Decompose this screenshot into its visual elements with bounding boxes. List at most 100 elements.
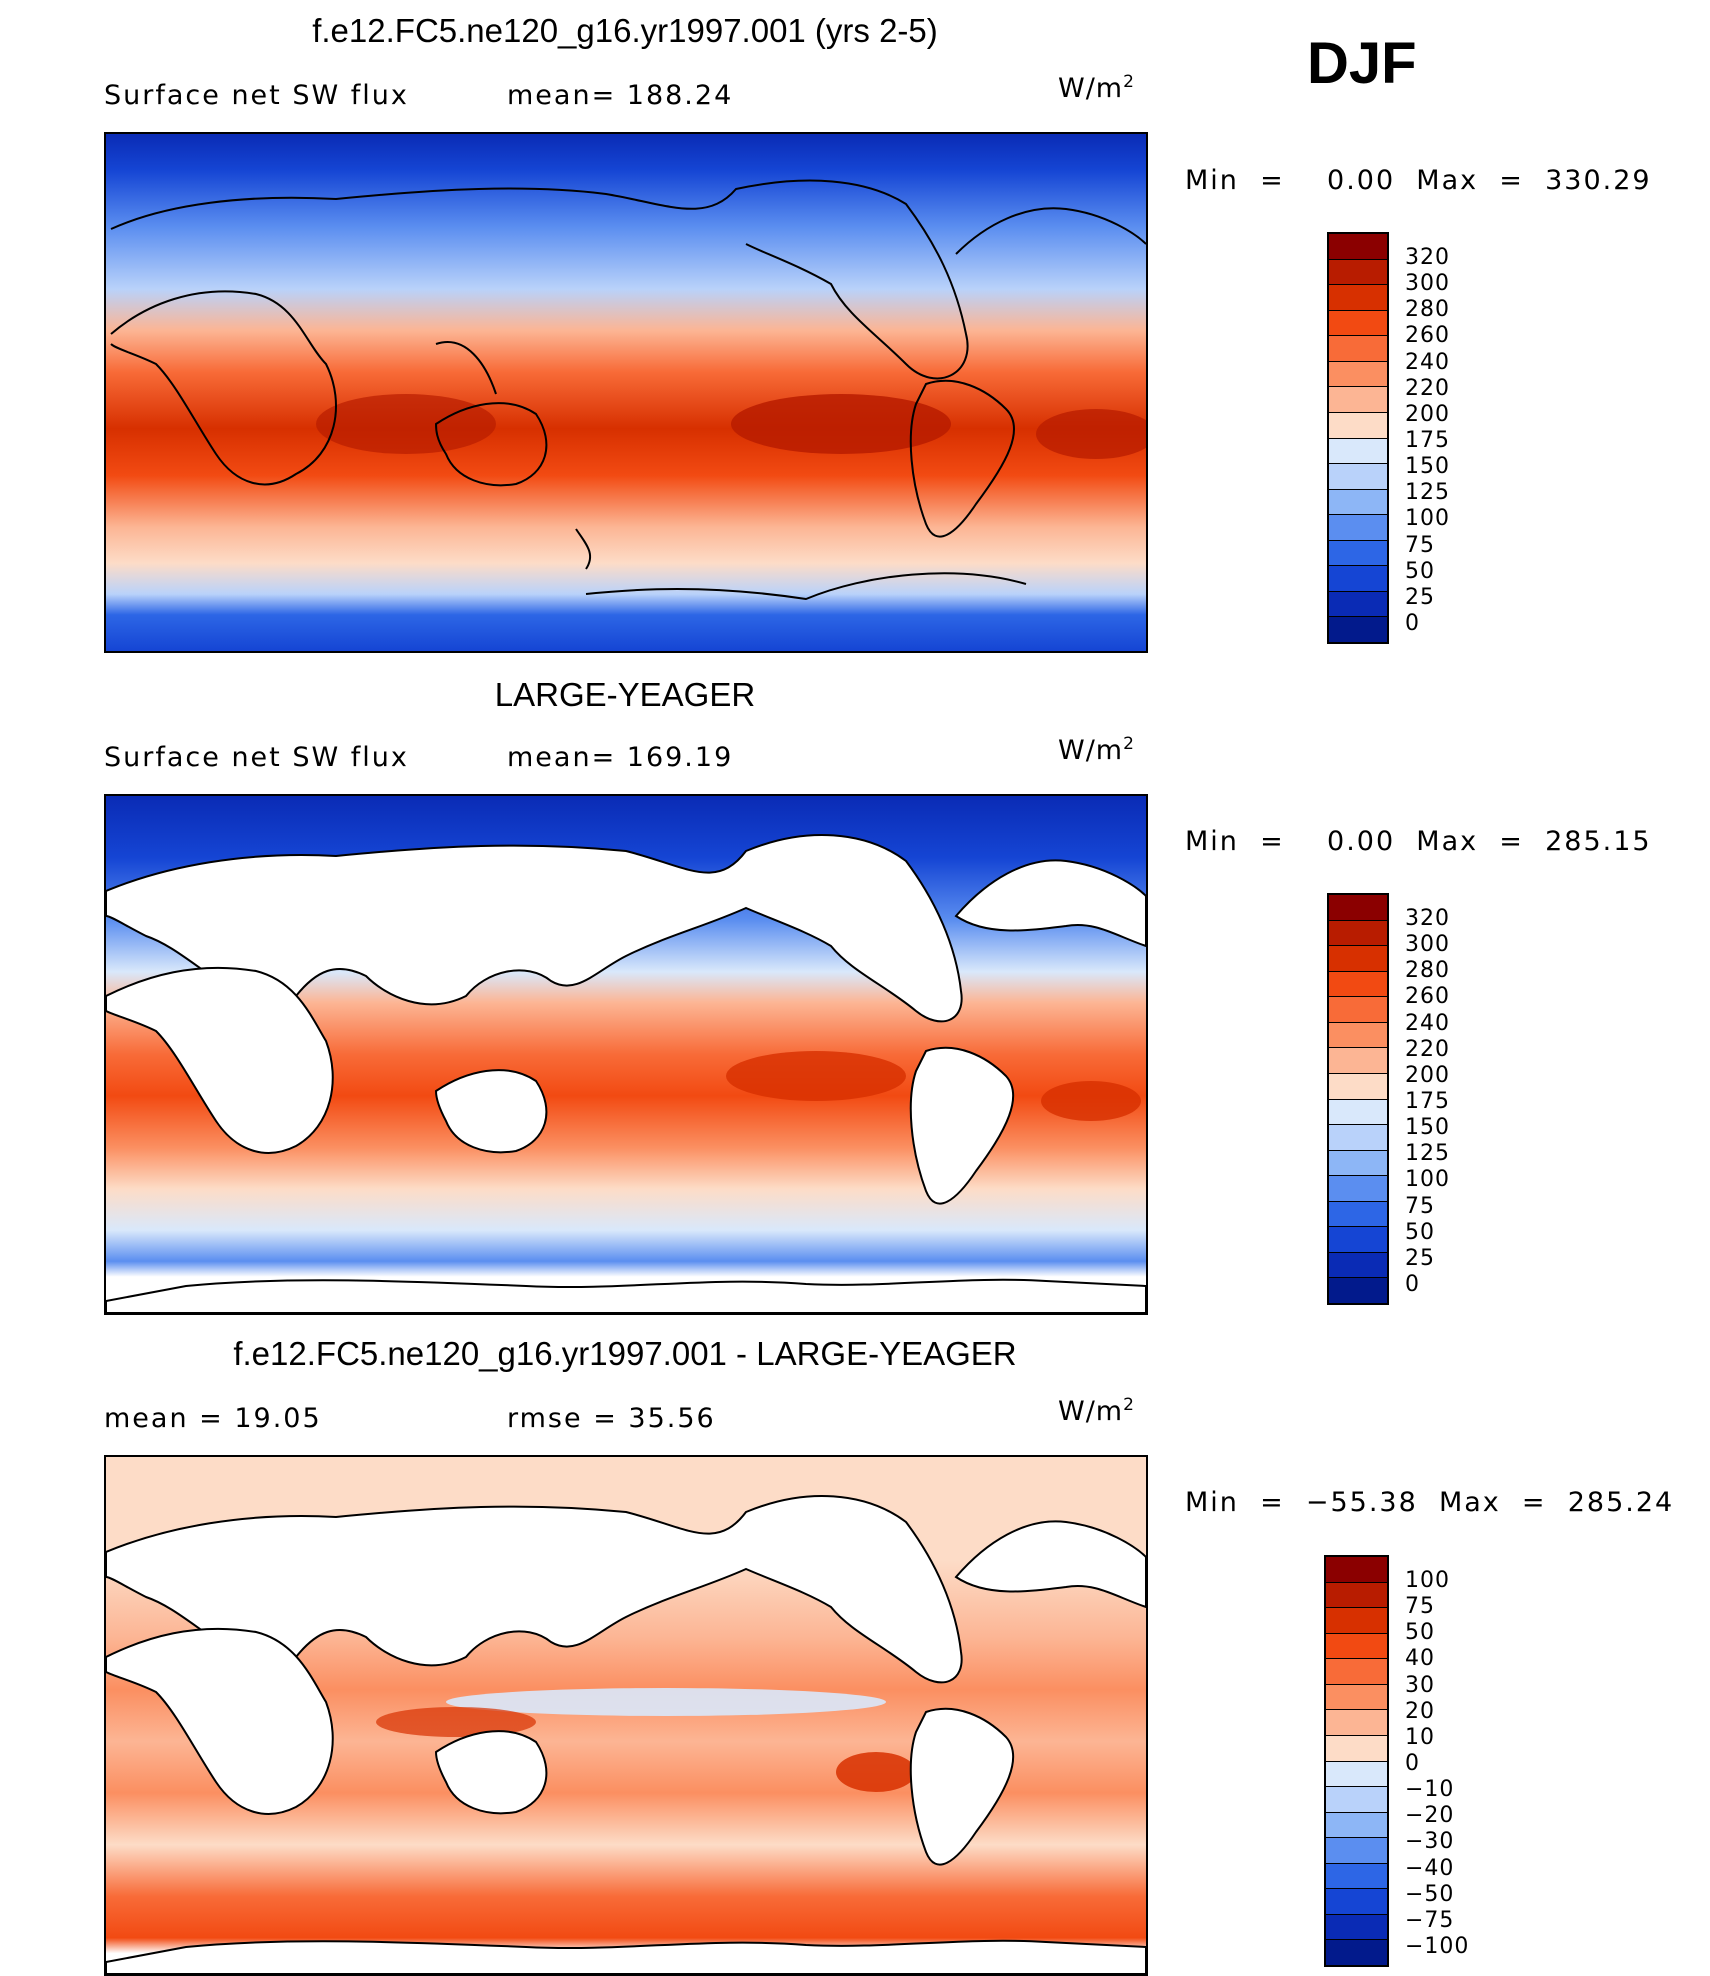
colorbar-3-swatch [1326,1787,1387,1813]
panel-1-field [106,134,1146,651]
colorbar-3-tick-label: −100 [1405,1933,1470,1959]
panel-1-colorbar-labels: 320 300 280 260 240 220 200 175 150 125 100 75 50 25 0 [1405,247,1450,635]
colorbar-2-tick-label: 25 [1405,1245,1435,1271]
panel-3-title: f.e12.FC5.ne120_g16.yr1997.001 - LARGE-Y… [233,1335,1017,1372]
panel-3-max-pacific [836,1752,916,1792]
colorbar-1-tick-label: 50 [1405,558,1435,584]
panel-3-colorbar-labels: 100 75 50 40 30 20 10 0 −10 −20 −30 −40 −50 −75 −100 [1405,1570,1469,1958]
colorbar-2-swatch [1329,1227,1387,1253]
colorbar-3-swatch [1326,1940,1387,1965]
panel-3-mean: mean = 19.05 [104,1403,322,1434]
panel-1-max-atlantic [1036,409,1146,459]
colorbar-1-swatch [1329,591,1387,618]
panel-3-negative-band [446,1688,886,1716]
panel-2-max-atlantic [1041,1081,1141,1121]
panel-3-max-maritime [376,1707,536,1737]
panel-1-mean: mean= 188.24 [507,80,734,111]
panel-1-max-pacific [731,394,951,454]
panel-3-land [106,1494,1146,1974]
colorbar-1-tick-label: 100 [1405,506,1450,532]
panel-2-max-pacific [726,1051,906,1101]
panel-1-variable: Surface net SW flux [104,80,409,111]
colorbar-1-swatch [1329,489,1387,516]
colorbar-2-tick-label: 100 [1405,1167,1450,1193]
panel-2-title: LARGE-YEAGER [494,676,756,713]
panel-1-map [104,132,1148,653]
panel-3-colorbar [1324,1555,1389,1967]
colorbar-1-tick-label: 175 [1405,427,1450,453]
colorbar-2-swatch [1329,1176,1387,1202]
season-label: DJF [1307,31,1417,96]
colorbar-3-swatch [1326,1557,1387,1583]
panel-1-minmax: Min = 0.00 Max = 330.29 [1185,165,1652,196]
panel-1-max-indian [316,394,496,454]
panel-3-units: W/m2 [1058,1395,1135,1427]
colorbar-2-tick-label: 75 [1405,1193,1435,1219]
colorbar-2-tick-label: 200 [1405,1062,1450,1088]
colorbar-1-swatch [1329,387,1387,413]
panel-2-mean: mean= 169.19 [507,742,734,773]
colorbar-3-tick-label: −10 [1405,1777,1455,1803]
colorbar-1-swatch [1329,234,1387,260]
colorbar-1-swatch [1329,464,1387,490]
colorbar-2-swatch [1329,1252,1387,1279]
colorbar-3-swatch [1326,1633,1387,1660]
colorbar-1-tick-label: 240 [1405,349,1450,375]
colorbar-2-tick-label: 300 [1405,932,1450,958]
colorbar-3-tick-label: 30 [1405,1672,1435,1698]
colorbar-1-tick-label: 280 [1405,297,1450,323]
colorbar-2-tick-label: 150 [1405,1115,1450,1141]
panel-2-land [106,833,1146,1313]
colorbar-3-tick-label: −30 [1405,1829,1455,1855]
colorbar-3-swatch [1326,1710,1387,1736]
panel-3-minmax: Min = −55.38 Max = 285.24 [1185,1487,1675,1518]
colorbar-2-tick-label: 175 [1405,1088,1450,1114]
panel-3-rmse: rmse = 35.56 [507,1403,716,1434]
colorbar-1-swatch [1329,515,1387,541]
colorbar-3-swatch [1326,1863,1387,1890]
panel-2-minmax: Min = 0.00 Max = 285.15 [1185,826,1652,857]
colorbar-1-swatch [1329,412,1387,439]
colorbar-3-swatch [1326,1735,1387,1762]
colorbar-1-tick-label: 150 [1405,454,1450,480]
colorbar-3-swatch [1326,1582,1387,1609]
colorbar-3-tick-label: 40 [1405,1646,1435,1672]
colorbar-2-tick-label: 125 [1405,1141,1450,1167]
colorbar-2-tick-label: 280 [1405,958,1450,984]
colorbar-1-swatch [1329,336,1387,362]
panel-2-variable: Surface net SW flux [104,742,409,773]
colorbar-2-swatch [1329,1099,1387,1126]
colorbar-1-swatch [1329,617,1387,642]
colorbar-3-tick-label: 0 [1405,1750,1420,1776]
colorbar-2-swatch [1329,997,1387,1023]
panel-2-units: W/m2 [1058,734,1135,766]
colorbar-2-tick-label: 0 [1405,1271,1420,1297]
colorbar-2-tick-label: 260 [1405,984,1450,1010]
colorbar-3-tick-label: −20 [1405,1803,1455,1829]
colorbar-1-tick-label: 320 [1405,245,1450,270]
colorbar-1-swatch [1329,259,1387,286]
colorbar-2-swatch [1329,1125,1387,1151]
colorbar-1-tick-label: 200 [1405,401,1450,427]
colorbar-3-tick-label: 20 [1405,1698,1435,1724]
colorbar-3-tick-label: −40 [1405,1855,1455,1881]
colorbar-2-tick-label: 320 [1405,906,1450,931]
colorbar-3-tick-label: 100 [1405,1568,1450,1593]
colorbar-1-swatch [1329,566,1387,592]
colorbar-3-tick-label: −50 [1405,1881,1455,1907]
colorbar-3-swatch [1326,1659,1387,1685]
colorbar-2-swatch [1329,1048,1387,1074]
colorbar-1-tick-label: 260 [1405,323,1450,349]
colorbar-3-swatch [1326,1838,1387,1864]
colorbar-2-swatch [1329,971,1387,998]
colorbar-3-swatch [1326,1608,1387,1634]
colorbar-2-tick-label: 220 [1405,1036,1450,1062]
colorbar-1-swatch [1329,540,1387,567]
panel-2-colorbar [1327,893,1389,1305]
colorbar-3-swatch [1326,1914,1387,1941]
colorbar-1-tick-label: 125 [1405,480,1450,506]
colorbar-2-swatch [1329,1201,1387,1228]
colorbar-1-swatch [1329,438,1387,465]
panel-1-coastlines [110,179,1146,601]
panel-2-map [104,794,1148,1315]
